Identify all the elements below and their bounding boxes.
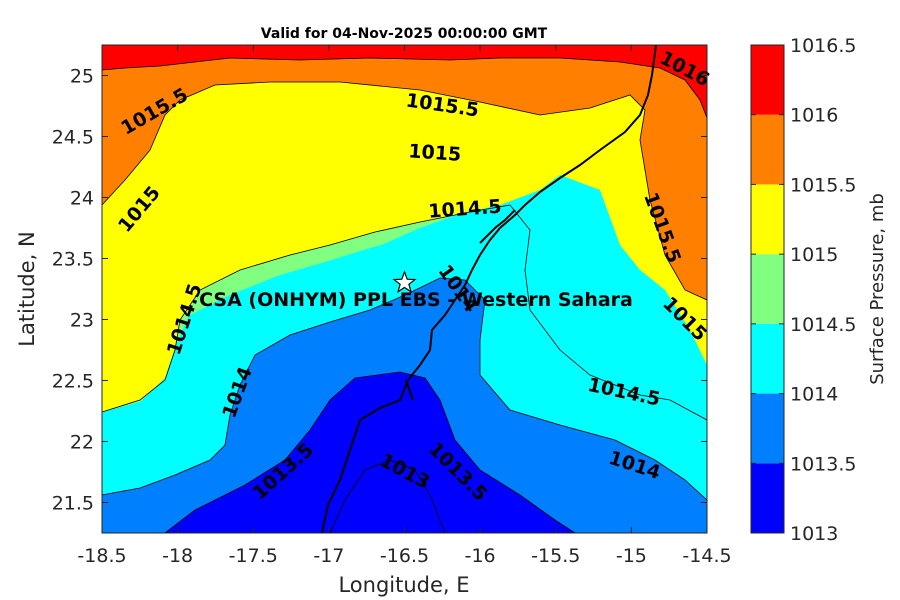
coastline (321, 45, 657, 533)
y-tick-label: 24.5 (52, 127, 94, 149)
colorbar-frame (750, 44, 785, 534)
site-star-icon (392, 270, 417, 294)
colorbar-swatch (751, 45, 784, 115)
colorbar-swatch (751, 323, 784, 394)
colorbar-tick-label: 1015.5 (790, 174, 856, 196)
colorbar-swatch (751, 114, 784, 185)
colorbar-swatch (751, 254, 784, 324)
band-1013 (165, 372, 575, 533)
colorbar-swatch (751, 463, 784, 533)
plot-title: Valid for 04-Nov-2025 00:00:00 GMT (261, 26, 548, 42)
site-label: CSA (ONHYM) PPL EBS - Western Sahara (199, 289, 633, 311)
y-tick-label: 21.5 (52, 493, 94, 515)
x-tick-label: -17.5 (229, 545, 278, 567)
y-tick-label: 23.5 (52, 249, 94, 271)
colorbar-swatch (751, 393, 784, 464)
band-1013-inner (329, 459, 446, 533)
x-tick-label: -18.5 (77, 545, 126, 567)
colorbar-tick-label: 1014.5 (790, 314, 856, 336)
x-tick-label: -16.5 (380, 545, 429, 567)
x-tick-label: -16 (465, 545, 496, 567)
x-axis-ticks: -18.5 -18 -17.5 -17 -16.5 -16 -15.5 -15 -14.5 (77, 45, 732, 567)
colorbar: 1013 1013.5 1014 1014.5 1015 1015.5 1016 1016.5 (750, 35, 856, 545)
colorbar-tick-label: 1016.5 (790, 35, 856, 57)
colorbar-tick-label: 1013.5 (790, 453, 856, 475)
y-tick-label: 22 (70, 432, 94, 454)
colorbar-tick-label: 1013 (790, 523, 838, 545)
y-axis-label: Latitude, N (15, 231, 39, 347)
x-tick-label: -18 (162, 545, 193, 567)
contour-label: 1015 (408, 140, 462, 166)
colorbar-tick-label: 1016 (790, 105, 838, 127)
contour-lines (102, 57, 707, 533)
colorbar-tick-label: 1015 (790, 244, 838, 266)
y-tick-label: 23 (70, 310, 94, 332)
x-axis-label: Longitude, E (338, 573, 469, 597)
y-axis-ticks: 21.5 22 22.5 23 23.5 24 24.5 25 (52, 66, 707, 515)
y-tick-label: 25 (70, 66, 94, 88)
contour-label: 1014.5 (428, 196, 503, 223)
x-tick-label: -14.5 (682, 545, 731, 567)
x-tick-label: -15.5 (531, 545, 580, 567)
colorbar-label: Surface Pressure, mb (867, 193, 888, 385)
x-tick-label: -17 (313, 545, 344, 567)
y-tick-label: 22.5 (52, 371, 94, 393)
colorbar-swatch (751, 184, 784, 255)
y-tick-label: 24 (70, 188, 94, 210)
colorbar-tick-label: 1014 (790, 384, 838, 406)
x-tick-label: -15 (616, 545, 647, 567)
contour-fill (102, 45, 707, 533)
